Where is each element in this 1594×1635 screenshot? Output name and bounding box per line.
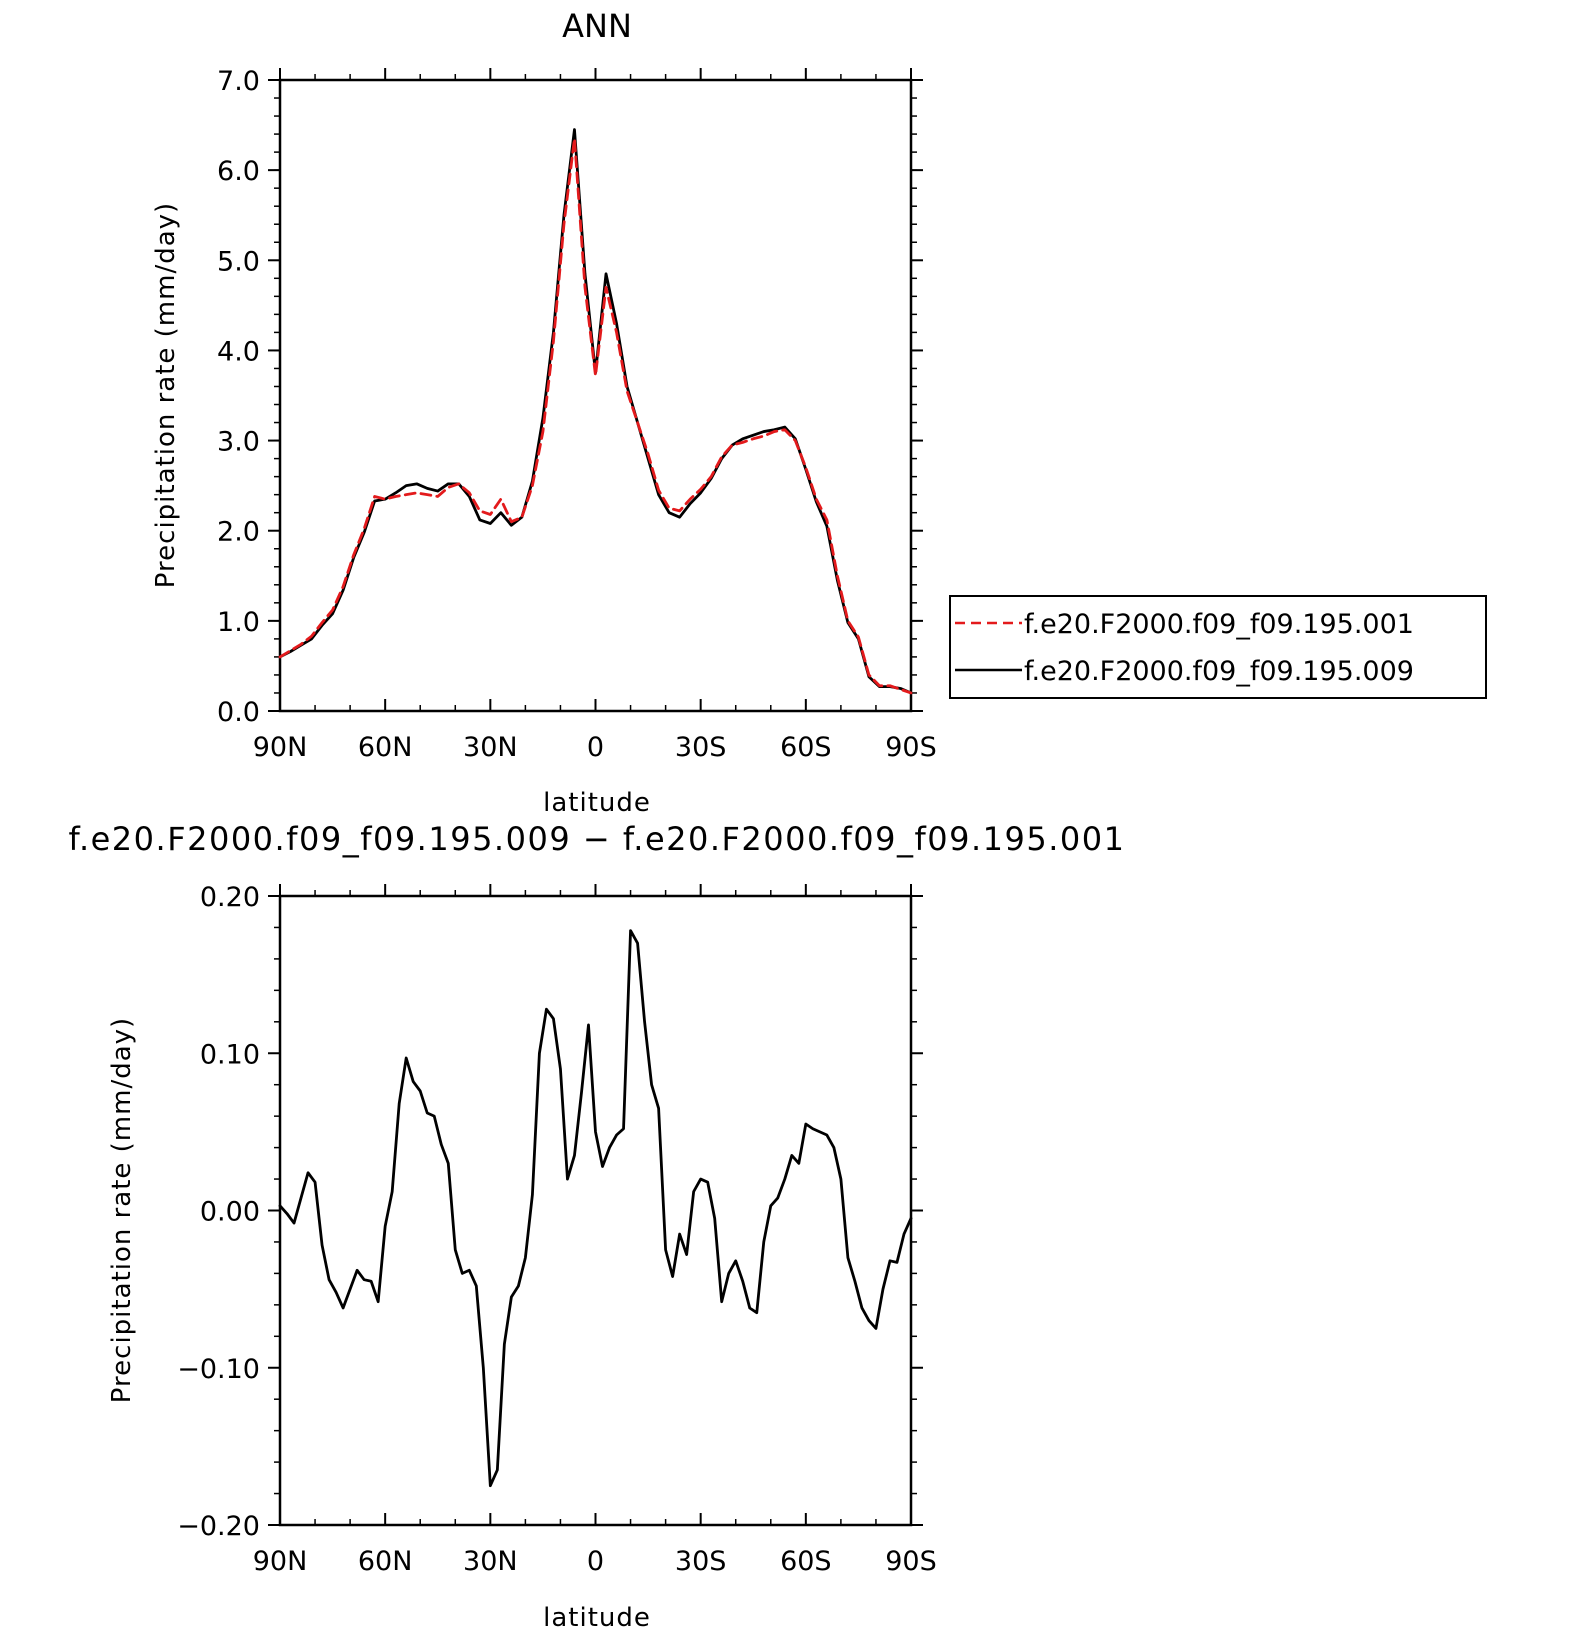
bottom-series-group	[278, 929, 913, 1488]
y-tick-label: 0.00	[200, 1197, 260, 1228]
y-tick-label: 0.20	[200, 882, 260, 913]
x-tick-label: 90S	[885, 732, 937, 763]
top-y-axis-label: Precipitation rate (mm/day)	[151, 202, 181, 588]
x-tick-label: 30S	[675, 732, 727, 763]
x-tick-label: 60N	[358, 732, 413, 763]
y-tick-label: 2.0	[217, 517, 260, 548]
y-tick-label: 0.0	[217, 697, 260, 728]
legend-label-series-2: f.e20.F2000.f09_f09.195.009	[1024, 656, 1414, 687]
y-tick-label: 3.0	[217, 427, 260, 458]
x-tick-label: 60S	[780, 732, 832, 763]
bottom-x-tick-labels: 90N 60N 30N 0 30S 60S 90S	[253, 1546, 937, 1577]
x-tick-label: 90N	[253, 732, 308, 763]
bottom-y-tick-labels: −0.20 −0.10 0.00 0.10 0.20	[177, 882, 260, 1542]
y-tick-label: 5.0	[217, 246, 260, 277]
bottom-y-axis-label: Precipitation rate (mm/day)	[107, 1017, 137, 1403]
x-tick-label: 30S	[675, 1546, 727, 1577]
top-chart-title: ANN	[562, 7, 632, 45]
series-line-1	[278, 137, 913, 695]
bottom-panel: f.e20.F2000.f09_f09.195.009 − f.e20.F200…	[69, 820, 1126, 1633]
legend-box	[949, 595, 1487, 699]
bottom-x-axis-label: latitude	[543, 1603, 651, 1633]
series-line-1	[278, 929, 913, 1488]
x-tick-label: 30N	[463, 1546, 518, 1577]
x-tick-label: 60N	[358, 1546, 413, 1577]
legend-label-series-1: f.e20.F2000.f09_f09.195.001	[1024, 609, 1414, 640]
x-tick-label: 0	[587, 732, 604, 763]
x-tick-label: 90N	[253, 1546, 308, 1577]
top-y-tick-labels: 0.0 1.0 2.0 3.0 4.0 5.0 6.0 7.0	[217, 66, 260, 728]
top-plot-frame	[278, 78, 913, 713]
top-series-group	[278, 128, 913, 695]
legend: f.e20.F2000.f09_f09.195.001 f.e20.F2000.…	[949, 595, 1487, 699]
bottom-chart-title: f.e20.F2000.f09_f09.195.009 − f.e20.F200…	[69, 820, 1126, 858]
bottom-plot-frame	[278, 894, 913, 1527]
bottom-ticks	[268, 884, 923, 1526]
top-x-axis-label: latitude	[543, 788, 651, 818]
y-tick-label: −0.20	[177, 1511, 260, 1542]
x-tick-label: 0	[587, 1546, 604, 1577]
y-tick-label: 4.0	[217, 336, 260, 367]
top-panel: ANN 90N 60N 30N 0 30S 60S 90S 0.0 1.0 2.0 3.0 4.0 5…	[151, 7, 1487, 818]
x-tick-label: 60S	[780, 1546, 832, 1577]
y-tick-label: 7.0	[217, 66, 260, 97]
y-tick-label: 0.10	[200, 1039, 260, 1070]
top-x-tick-labels: 90N 60N 30N 0 30S 60S 90S	[253, 732, 937, 763]
y-tick-label: −0.10	[177, 1354, 260, 1385]
top-ticks	[268, 68, 923, 712]
y-tick-label: 1.0	[217, 607, 260, 638]
x-tick-label: 30N	[463, 732, 518, 763]
x-tick-label: 90S	[885, 1546, 937, 1577]
series-line-2	[278, 128, 913, 695]
y-tick-label: 6.0	[217, 156, 260, 187]
